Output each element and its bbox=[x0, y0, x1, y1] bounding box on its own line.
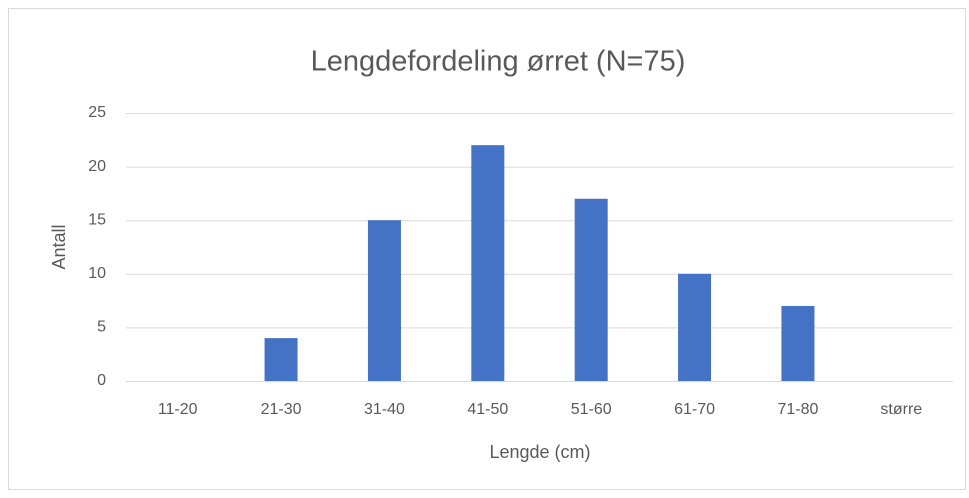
chart-title: Lengdefordeling ørret (N=75) bbox=[311, 46, 686, 78]
bar bbox=[264, 338, 298, 381]
x-tick-label: 61-70 bbox=[674, 401, 715, 418]
x-tick-label: større bbox=[880, 401, 922, 418]
y-tick-label: 10 bbox=[88, 265, 106, 282]
y-tick-label: 0 bbox=[97, 372, 106, 389]
y-tick-label: 25 bbox=[88, 104, 106, 121]
x-tick-label: 51-60 bbox=[571, 401, 612, 418]
bar bbox=[471, 145, 505, 381]
bar bbox=[678, 273, 712, 381]
x-tick-label: 71-80 bbox=[777, 401, 818, 418]
y-tick-label: 20 bbox=[88, 158, 106, 175]
x-tick-label: 41-50 bbox=[467, 401, 508, 418]
x-axis-title: Lengde (cm) bbox=[489, 442, 590, 462]
bar bbox=[367, 220, 401, 381]
x-tick-label: 11-20 bbox=[158, 401, 198, 418]
x-tick-label: 21-30 bbox=[261, 401, 302, 418]
y-tick-label: 5 bbox=[97, 319, 106, 336]
bar bbox=[781, 305, 815, 381]
y-tick-label: 15 bbox=[88, 211, 106, 228]
y-axis-title: Antall bbox=[49, 224, 69, 269]
bar bbox=[574, 198, 608, 381]
x-tick-label: 31-40 bbox=[364, 401, 405, 418]
